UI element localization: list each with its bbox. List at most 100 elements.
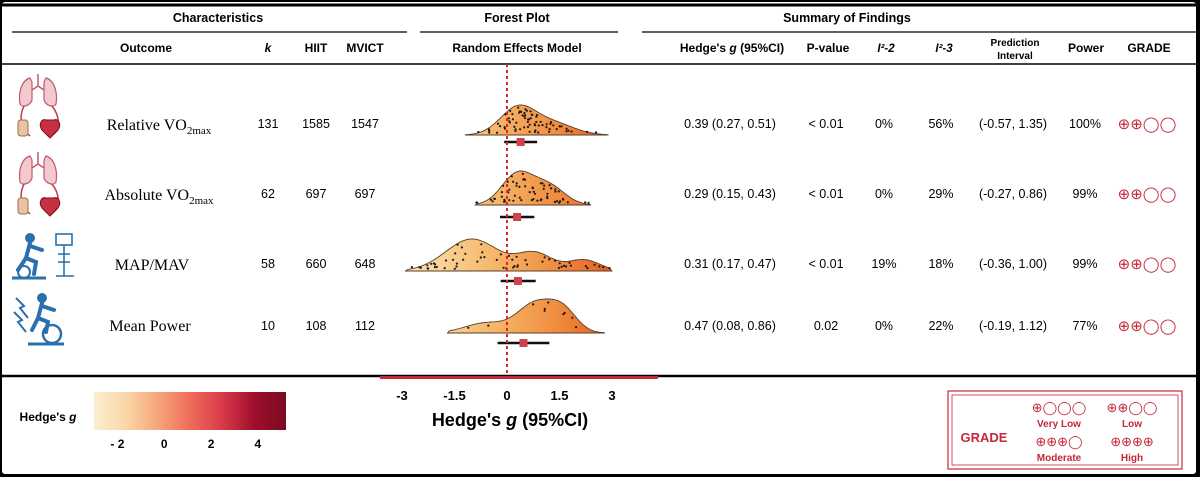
effect-point xyxy=(540,198,543,201)
effect-point xyxy=(516,265,519,268)
k-value: 131 xyxy=(258,117,279,131)
estimate-marker xyxy=(516,138,525,146)
grade-value: ⊕⊕◯◯ xyxy=(1118,116,1177,133)
col-i2-3: I²-3 xyxy=(935,43,953,55)
colorbar xyxy=(94,392,286,430)
pvalue-value: < 0.01 xyxy=(808,187,843,201)
k-value: 58 xyxy=(261,257,275,271)
effect-point xyxy=(519,128,522,131)
effect-point xyxy=(532,303,535,306)
effect-point xyxy=(559,200,562,203)
effect-point xyxy=(549,122,552,125)
colorbar-ticks: - 2 0 2 4 xyxy=(110,437,261,451)
effect-point xyxy=(549,121,553,124)
x-axis: -3 -1.5 0 1.5 3 xyxy=(380,376,658,403)
effect-point xyxy=(531,186,534,189)
effect-point xyxy=(526,263,529,266)
effect-point xyxy=(539,182,543,185)
effect-point xyxy=(518,111,521,114)
effect-point xyxy=(510,175,513,178)
mvict-value: 697 xyxy=(355,187,376,201)
outcome-label: Relative VO2max xyxy=(107,117,212,137)
effect-point xyxy=(523,114,526,117)
x-tick-label: 0 xyxy=(503,388,510,403)
effect-point xyxy=(543,184,546,187)
effect-point xyxy=(548,128,551,131)
col-pvalue: P-value xyxy=(807,41,850,55)
effect-point xyxy=(460,246,463,249)
colorbar-tick-label: 2 xyxy=(208,437,215,451)
legend-low-symbol: ⊕⊕◯◯ xyxy=(1107,400,1158,416)
effect-point xyxy=(562,264,566,267)
effect-point xyxy=(546,195,549,198)
effect-point xyxy=(565,127,568,130)
hiit-value: 1585 xyxy=(302,117,330,131)
effect-point xyxy=(550,187,553,190)
effect-point xyxy=(543,309,546,312)
effect-point xyxy=(528,191,531,194)
effect-point xyxy=(586,267,589,270)
grade-value: ⊕⊕◯◯ xyxy=(1118,256,1177,273)
effect-point xyxy=(568,261,571,264)
effect-point xyxy=(532,198,535,201)
effect-point xyxy=(434,263,437,266)
legend-high-symbol: ⊕⊕⊕⊕ xyxy=(1110,434,1154,449)
effect-point xyxy=(517,106,520,109)
effect-point xyxy=(557,266,561,269)
effect-point xyxy=(426,264,429,267)
effect-point xyxy=(608,267,611,270)
effect-point xyxy=(430,262,433,265)
effect-point xyxy=(569,264,573,267)
effect-point xyxy=(584,201,587,204)
effect-point xyxy=(503,200,506,203)
pvalue-value: < 0.01 xyxy=(808,257,843,271)
effect-point xyxy=(502,184,505,187)
effect-point xyxy=(522,178,525,181)
effect-point xyxy=(435,265,438,269)
power-value: 100% xyxy=(1069,117,1101,131)
effect-point xyxy=(498,125,502,128)
effect-point xyxy=(479,256,482,259)
effect-point xyxy=(533,192,537,195)
effect-point xyxy=(566,201,570,204)
effect-point xyxy=(555,200,559,203)
mvict-value: 1547 xyxy=(351,117,379,131)
effect-point xyxy=(539,120,542,123)
effect-point xyxy=(541,124,544,127)
effect-point xyxy=(584,265,588,268)
effect-point xyxy=(508,199,511,202)
effect-point xyxy=(564,265,568,268)
colorbar-tick-label: 0 xyxy=(161,437,168,451)
effect-point xyxy=(451,258,455,261)
effect-point xyxy=(558,125,561,128)
effect-point xyxy=(511,258,514,261)
effect-point xyxy=(444,259,448,262)
effect-point xyxy=(515,121,518,124)
col-hedges-g: Hedge's g (95%CI) xyxy=(680,41,784,55)
effect-point xyxy=(477,130,480,134)
legend-inner-border xyxy=(951,394,1179,466)
effect-point xyxy=(476,201,479,204)
prediction-value: (-0.19, 1.12) xyxy=(979,319,1047,333)
header-summary: Summary of Findings xyxy=(783,11,911,25)
hiit-value: 697 xyxy=(306,187,327,201)
effect-point xyxy=(536,199,539,202)
col-prediction-line2: Interval xyxy=(997,51,1033,62)
forest-plot-area xyxy=(405,64,613,376)
density-curve xyxy=(464,104,609,136)
effect-point xyxy=(506,180,509,183)
effect-point xyxy=(454,252,457,255)
effect-value: 0.47 (0.08, 0.86) xyxy=(684,319,776,333)
prediction-value: (-0.36, 1.00) xyxy=(979,257,1047,271)
effect-point xyxy=(536,114,539,117)
effect-point xyxy=(543,307,546,310)
effect-point xyxy=(565,130,568,133)
effect-point xyxy=(587,201,590,204)
effect-point xyxy=(489,198,492,201)
effect-point xyxy=(513,125,516,128)
effect-point xyxy=(512,180,515,183)
lungs-heart-icon xyxy=(17,74,61,139)
effect-point xyxy=(493,197,496,200)
